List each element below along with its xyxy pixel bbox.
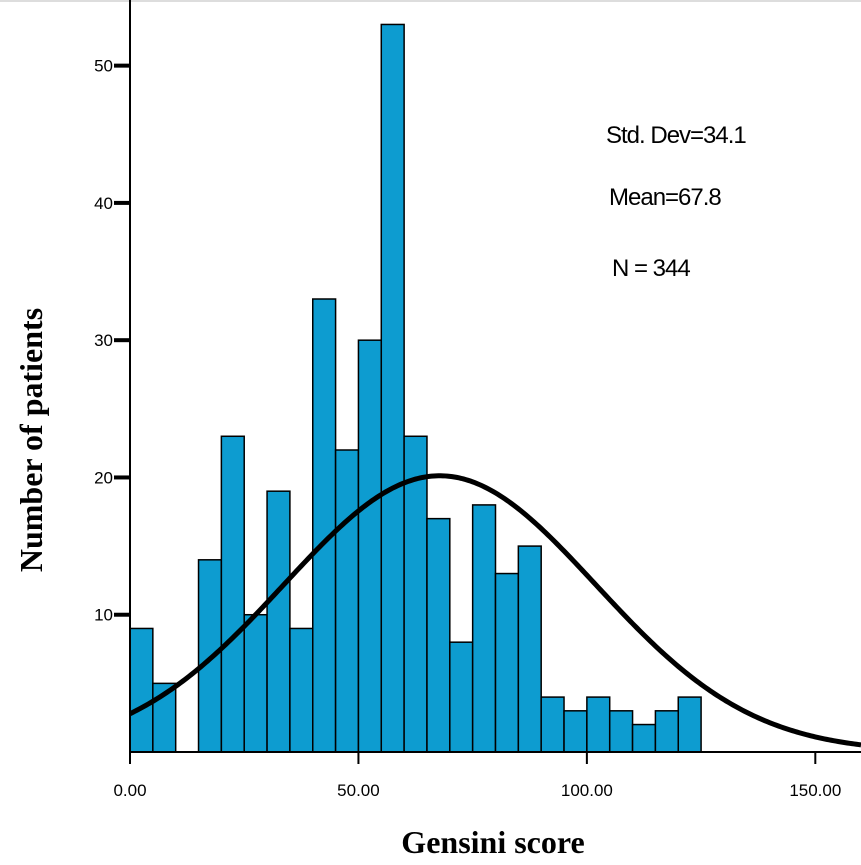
histogram-bar bbox=[220, 435, 245, 753]
histogram-bar bbox=[129, 627, 154, 753]
histogram-bar bbox=[540, 696, 565, 753]
y-tick-label: 10 bbox=[94, 606, 113, 625]
histogram-bar bbox=[312, 298, 337, 753]
histogram-bar bbox=[449, 641, 474, 753]
y-axis-title: Number of patients bbox=[13, 308, 49, 572]
histogram-bar bbox=[380, 23, 405, 753]
histogram-bar bbox=[494, 572, 520, 753]
bars-layer bbox=[129, 23, 702, 753]
histogram-bar bbox=[677, 696, 702, 753]
x-tick-label: 100.00 bbox=[561, 781, 613, 800]
x-tick-label: 50.00 bbox=[337, 781, 380, 800]
histogram-bar bbox=[563, 710, 588, 753]
annotation-mean: Mean=67.8 bbox=[609, 184, 721, 211]
histogram-bar bbox=[243, 613, 268, 753]
y-tick-label: 20 bbox=[94, 468, 113, 487]
annotation-n: N = 344 bbox=[612, 255, 690, 282]
x-axis-title: Gensini score bbox=[401, 824, 584, 860]
histogram-bar bbox=[334, 449, 360, 753]
histogram-bar bbox=[357, 339, 383, 753]
y-tick-label: 50 bbox=[94, 57, 113, 76]
histogram-bar bbox=[586, 696, 611, 753]
axes-layer bbox=[129, 0, 861, 753]
histogram-bar bbox=[426, 517, 451, 753]
histogram-bar bbox=[471, 504, 497, 753]
histogram-bar bbox=[654, 710, 679, 753]
histogram-bar bbox=[266, 490, 291, 753]
x-tick-label: 0.00 bbox=[113, 781, 146, 800]
histogram-bar bbox=[631, 723, 657, 753]
histogram-bar bbox=[517, 545, 542, 753]
histogram-bar bbox=[289, 627, 314, 753]
normal-curve bbox=[128, 473, 861, 748]
y-tick-label: 30 bbox=[94, 331, 113, 350]
y-tick-label: 40 bbox=[94, 194, 113, 213]
annotation-std-dev: Std. Dev=34.1 bbox=[606, 122, 746, 149]
ticks-layer: 10 20 30 40 50 0.00 50.00 100.00 150.00 bbox=[94, 57, 841, 800]
x-tick-label: 150.00 bbox=[789, 781, 841, 800]
histogram-bar bbox=[608, 710, 634, 753]
